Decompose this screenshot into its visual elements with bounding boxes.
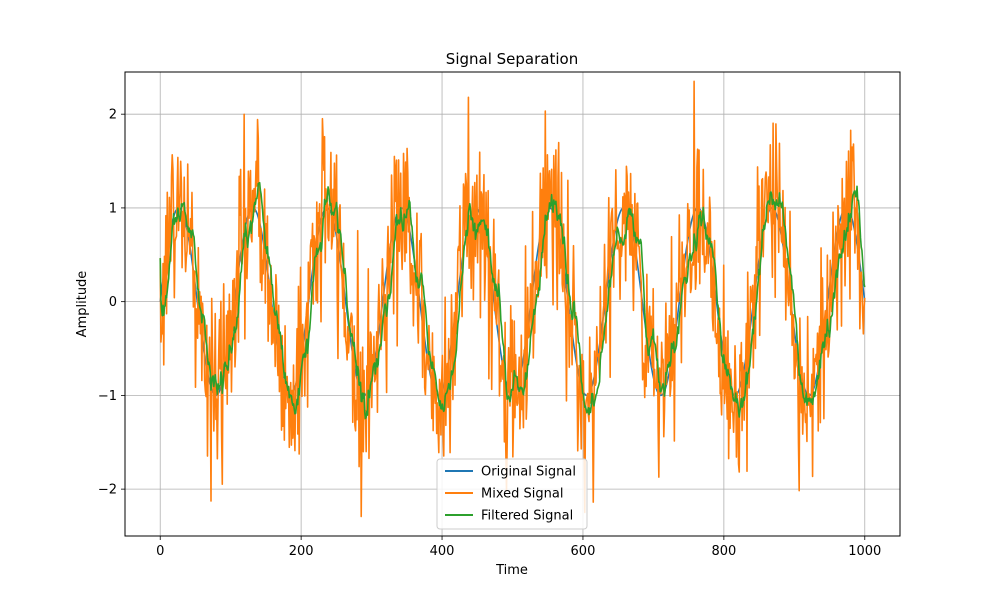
y-tick-label: −1 — [98, 389, 117, 404]
y-tick-label: 0 — [109, 295, 117, 310]
x-tick-label: 800 — [711, 544, 736, 559]
plot-area — [159, 80, 866, 518]
y-ticks: −2 −1 0 1 2 — [98, 108, 125, 498]
x-ticks: 0 200 400 600 800 1000 — [156, 536, 881, 559]
legend-box — [436, 458, 588, 530]
x-axis-label: Time — [495, 563, 528, 578]
x-tick-label: 0 — [156, 544, 164, 559]
x-tick-label: 200 — [289, 544, 314, 559]
x-tick-label: 400 — [430, 544, 455, 559]
axes-frame — [124, 71, 901, 537]
x-tick-label: 600 — [571, 544, 596, 559]
y-tick-label: 2 — [109, 108, 117, 123]
series-line-filtered — [159, 181, 866, 420]
legend-label: Original Signal — [481, 465, 576, 480]
legend-label: Filtered Signal — [481, 509, 573, 524]
y-tick-label: −2 — [98, 483, 117, 498]
y-axis-label: Amplitude — [75, 271, 90, 338]
legend-label: Mixed Signal — [481, 487, 563, 502]
y-tick-label: 1 — [109, 201, 117, 216]
chart-title: Signal Separation — [446, 50, 578, 68]
x-tick-label: 1000 — [848, 544, 881, 559]
legend: Original Signal Mixed Signal Filtered Sign… — [436, 458, 588, 530]
